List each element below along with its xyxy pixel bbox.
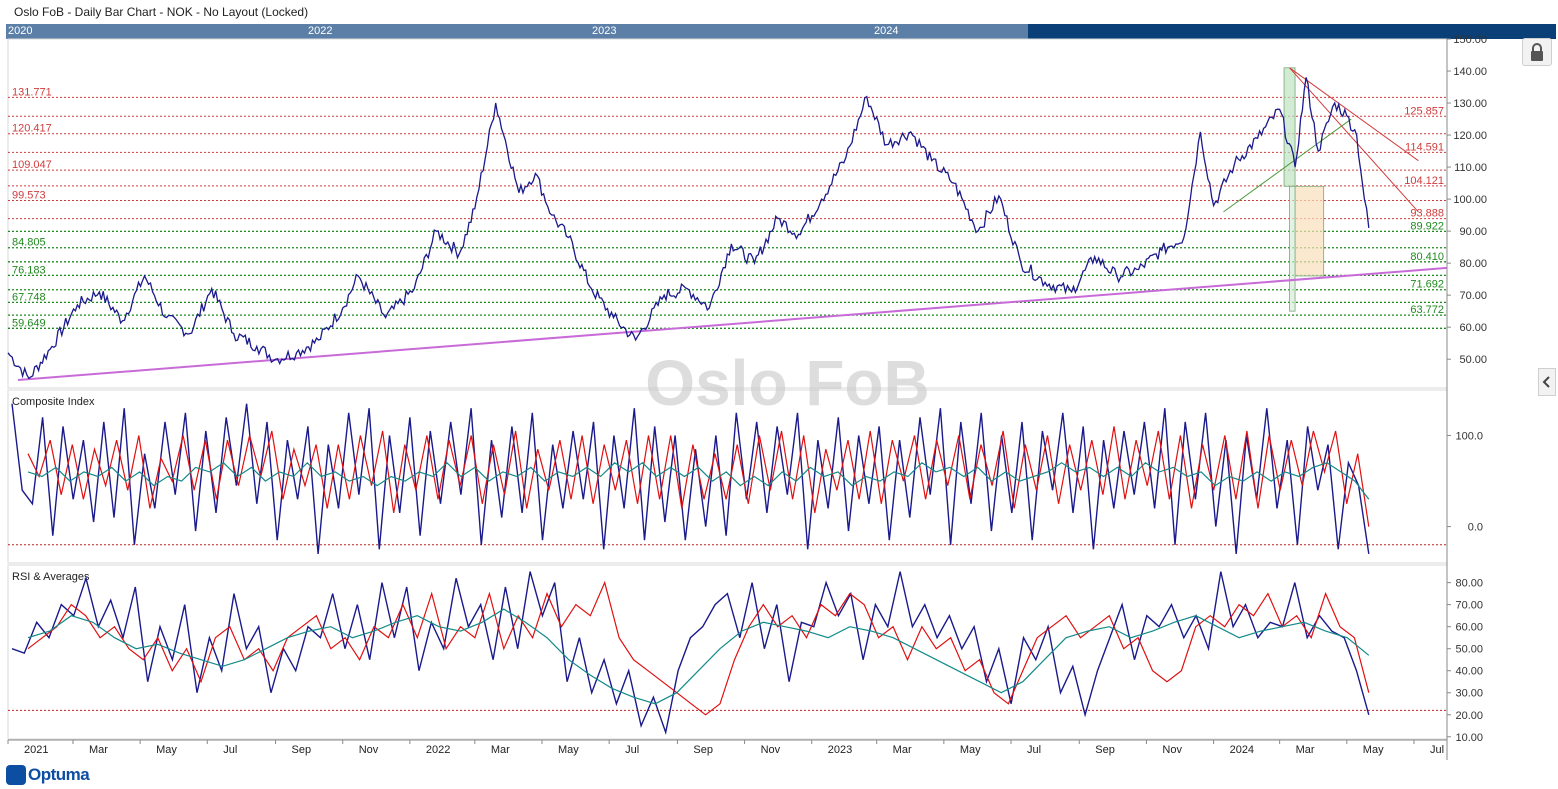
fan-line — [1223, 118, 1352, 213]
watermark-text: Oslo FoB — [645, 347, 929, 419]
resistance-level-label: 104.121 — [1404, 175, 1444, 187]
resistance-level-label: 93.888 — [1410, 208, 1444, 220]
resistance-level-label: 120.417 — [12, 123, 52, 135]
rsi-y-tick-label: 20.00 — [1455, 710, 1483, 722]
support-level-label: 67.748 — [12, 291, 46, 303]
resistance-level-label: 125.857 — [1404, 105, 1444, 117]
time-axis-label: May — [558, 744, 579, 756]
time-axis-label: Jul — [223, 744, 237, 756]
price-y-tick-label: 120.00 — [1453, 130, 1487, 142]
support-level-label: 71.692 — [1410, 279, 1444, 291]
lock-button[interactable] — [1522, 38, 1552, 66]
support-level-label: 59.649 — [12, 317, 46, 329]
support-level-label: 80.410 — [1410, 251, 1444, 263]
collapse-panel-button[interactable] — [1538, 368, 1556, 396]
price-y-tick-label: 90.00 — [1459, 226, 1487, 238]
navigator-year-2020: 2020 — [8, 25, 33, 37]
composite-index-series-line — [11, 403, 1370, 555]
time-axis-label: Sep — [1095, 744, 1115, 756]
navigator-year-2023: 2023 — [592, 25, 617, 37]
price-y-tick-label: 80.00 — [1459, 258, 1487, 270]
rsi-series-line — [27, 580, 1370, 716]
navigator-year-2022: 2022 — [308, 25, 333, 37]
price-y-tick-label: 100.00 — [1453, 194, 1487, 206]
time-axis-label: 2022 — [426, 744, 450, 756]
rsi-series-line — [27, 608, 1370, 705]
price-y-tick-label: 140.00 — [1453, 66, 1487, 78]
rsi-series-line — [11, 571, 1370, 736]
rsi-y-tick-label: 10.00 — [1455, 732, 1483, 744]
price-y-tick-label: 110.00 — [1454, 162, 1487, 174]
time-axis-label: 2024 — [1230, 744, 1254, 756]
support-level-label: 76.183 — [12, 264, 46, 276]
support-level-label: 63.772 — [1410, 304, 1444, 316]
navigator-window[interactable] — [6, 24, 1028, 39]
resistance-level-label: 109.047 — [12, 159, 52, 171]
rsi-y-tick-label: 40.00 — [1455, 666, 1483, 678]
time-navigator[interactable]: 2020 2022 2023 2024 — [6, 24, 1556, 39]
price-y-tick-label: 130.00 — [1453, 98, 1487, 110]
composite-index-panel-title: Composite Index — [12, 396, 95, 408]
price-panel-frame — [7, 38, 1448, 389]
time-axis-label: Nov — [359, 744, 379, 756]
resistance-level-label: 114.591 — [1405, 141, 1444, 153]
resistance-level-label: 99.573 — [12, 189, 46, 201]
fan-line — [1289, 67, 1419, 213]
support-level-label: 89.922 — [1410, 220, 1444, 232]
lock-icon — [1531, 43, 1543, 61]
time-axis-label: Sep — [693, 744, 713, 756]
chevron-left-icon — [1542, 376, 1550, 388]
time-axis-label: 2021 — [24, 744, 48, 756]
price-box — [1283, 67, 1296, 187]
title-bar: Oslo FoB - Daily Bar Chart - NOK - No La… — [0, 0, 1558, 24]
time-axis-label: Nov — [761, 744, 781, 756]
time-axis-label: Jul — [625, 744, 639, 756]
price-y-tick-label: 70.00 — [1459, 290, 1487, 302]
time-axis-label: May — [960, 744, 981, 756]
composite-index-series-line — [27, 461, 1370, 500]
optuma-logo-icon — [6, 765, 26, 785]
rsi-y-tick-label: 60.00 — [1455, 622, 1483, 634]
price-y-tick-label: 60.00 — [1459, 322, 1487, 334]
navigator-year-2024: 2024 — [874, 25, 899, 37]
time-axis-label: Mar — [1296, 744, 1315, 756]
time-axis-label: Jul — [1430, 744, 1444, 756]
rsi-panel-title: RSI & Averages — [12, 571, 90, 583]
brand-name: Optuma — [28, 765, 90, 784]
time-axis-label: May — [156, 744, 177, 756]
rsi-y-tick-label: 50.00 — [1455, 644, 1483, 656]
composite-index-y-tick-label: 100.0 — [1455, 431, 1483, 443]
composite-index-y-tick-label: 0.0 — [1468, 522, 1483, 534]
rsi-panel-frame — [7, 564, 1448, 740]
rsi-y-tick-label: 70.00 — [1455, 600, 1483, 612]
footer: Optuma — [0, 762, 1558, 789]
window-title: Oslo FoB - Daily Bar Chart - NOK - No La… — [14, 5, 309, 19]
price-box — [1289, 185, 1296, 312]
time-axis-label: Mar — [89, 744, 108, 756]
time-axis-label: Sep — [292, 744, 312, 756]
price-box — [1294, 185, 1325, 277]
time-axis-label: 2023 — [828, 744, 852, 756]
composite-index-series-line — [27, 426, 1370, 527]
trendline — [17, 266, 1448, 381]
support-level-label: 84.805 — [12, 237, 46, 249]
rsi-y-tick-label: 80.00 — [1455, 578, 1483, 590]
price-y-tick-label: 50.00 — [1459, 354, 1487, 366]
resistance-level-label: 131.771 — [12, 86, 52, 98]
time-axis-label: Nov — [1162, 744, 1182, 756]
time-axis-label: Jul — [1027, 744, 1041, 756]
time-axis-label: May — [1363, 744, 1384, 756]
time-axis-label: Mar — [491, 744, 510, 756]
fan-line — [1289, 67, 1419, 162]
price-y-tick-label: 150.00 — [1453, 34, 1487, 46]
time-axis-label: Mar — [893, 744, 912, 756]
price-series-line — [7, 77, 1370, 380]
rsi-y-tick-label: 30.00 — [1455, 688, 1483, 700]
